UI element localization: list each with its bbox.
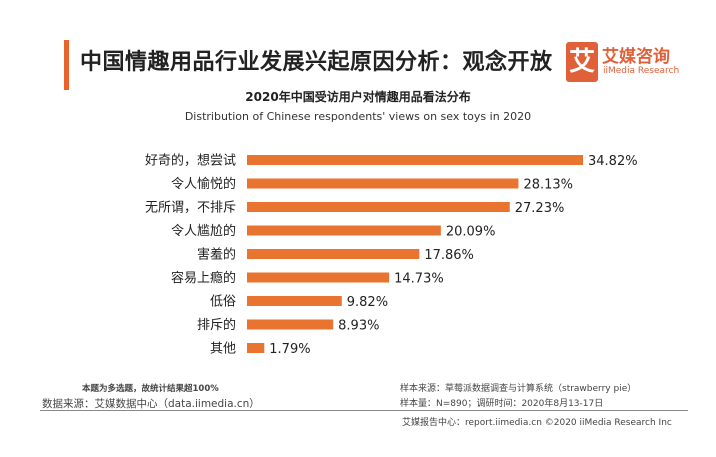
data-label: 27.23% bbox=[515, 201, 565, 216]
bar bbox=[247, 249, 420, 259]
chart-subtitle: Distribution of Chinese respondents' vie… bbox=[184, 110, 532, 123]
report-center: 艾媒报告中心：report.iimedia.cn ©2020 iiMedia R… bbox=[402, 418, 672, 428]
logo-text-cn: 艾媒咨询 bbox=[602, 47, 670, 67]
category-label: 低俗 bbox=[210, 295, 236, 310]
sample-size: 样本量：N=890；调研时间：2020年8月13-17日 bbox=[400, 399, 604, 409]
data-label: 28.13% bbox=[523, 178, 573, 193]
data-label: 20.09% bbox=[446, 225, 496, 240]
category-label: 无所谓，不排斥 bbox=[145, 201, 236, 216]
data-source: 数据来源：艾媒数据中心（data.iimedia.cn） bbox=[42, 398, 260, 410]
logo-mark: 艾 bbox=[566, 42, 598, 82]
title-accent-bar bbox=[64, 40, 69, 90]
bar bbox=[247, 296, 342, 306]
category-label: 容易上瘾的 bbox=[171, 270, 236, 286]
data-label: 17.86% bbox=[424, 248, 474, 263]
bar bbox=[247, 155, 583, 165]
category-label: 排斥的 bbox=[197, 317, 236, 333]
category-label: 其他 bbox=[210, 342, 236, 357]
bar bbox=[247, 178, 519, 189]
bar bbox=[247, 225, 441, 236]
data-label: 1.79% bbox=[269, 342, 310, 357]
data-label: 14.73% bbox=[394, 272, 444, 287]
category-label: 令人尴尬的 bbox=[171, 223, 236, 239]
category-label: 令人愉悦的 bbox=[171, 176, 236, 192]
chart-title: 2020年中国受访用户对情趣用品看法分布 bbox=[245, 90, 471, 104]
bar bbox=[247, 272, 390, 283]
data-label: 8.93% bbox=[338, 319, 379, 334]
bar bbox=[247, 319, 334, 330]
data-label: 9.82% bbox=[347, 295, 388, 310]
bar bbox=[247, 343, 265, 353]
footer-divider bbox=[40, 410, 688, 411]
sample-source: 样本来源：草莓派数据调查与计算系统（strawberry pie） bbox=[400, 384, 637, 394]
footnote-multiple-choice: 本题为多选题，故统计结果超100% bbox=[82, 384, 219, 394]
page-title: 中国情趣用品行业发展兴起原因分析：观念开放 bbox=[80, 50, 553, 75]
logo-text-en: iiMedia Research bbox=[603, 66, 680, 76]
bar bbox=[247, 202, 510, 212]
category-label: 害羞的 bbox=[197, 247, 236, 263]
category-label: 好奇的，想尝试 bbox=[145, 153, 236, 169]
data-label: 34.82% bbox=[588, 154, 638, 169]
